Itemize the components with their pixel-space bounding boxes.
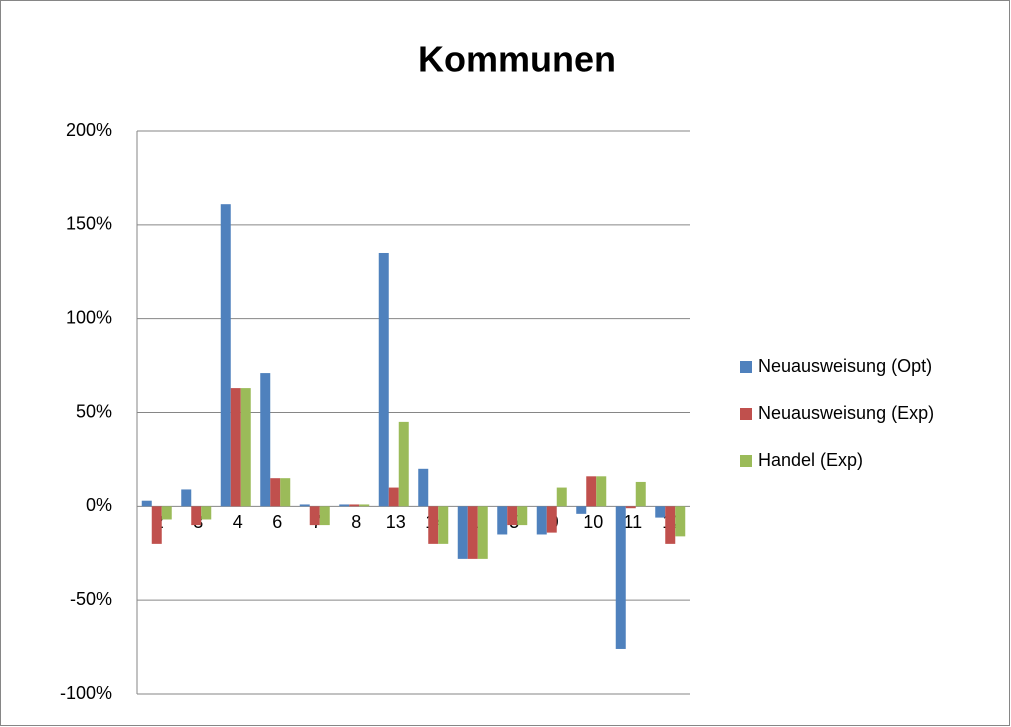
bar bbox=[260, 373, 271, 507]
y-tick-label: -100% bbox=[60, 683, 112, 703]
bar bbox=[517, 506, 528, 526]
bar bbox=[536, 506, 547, 535]
legend-label: Handel (Exp) bbox=[758, 450, 863, 470]
bar bbox=[477, 506, 488, 559]
bar bbox=[398, 421, 409, 507]
bar bbox=[428, 506, 439, 544]
bar bbox=[556, 487, 567, 507]
chart-title: Kommunen bbox=[418, 39, 616, 80]
legend-swatch bbox=[740, 361, 752, 373]
bar bbox=[625, 506, 636, 509]
bar bbox=[596, 476, 607, 507]
bar bbox=[141, 500, 152, 507]
x-tick-label: 6 bbox=[272, 512, 282, 532]
x-tick-label: 4 bbox=[233, 512, 243, 532]
bar bbox=[665, 506, 676, 544]
legend-label: Neuausweisung (Opt) bbox=[758, 356, 932, 376]
y-tick-label: 50% bbox=[76, 401, 112, 421]
bar bbox=[467, 506, 478, 559]
bar bbox=[191, 506, 202, 526]
bar bbox=[457, 506, 468, 559]
bar bbox=[270, 478, 281, 507]
bar bbox=[181, 489, 192, 507]
bar bbox=[151, 506, 162, 544]
bar bbox=[497, 506, 508, 535]
bar bbox=[615, 506, 626, 649]
x-tick-label: 11 bbox=[623, 512, 642, 532]
bar bbox=[378, 252, 389, 507]
bar bbox=[230, 388, 241, 507]
y-tick-label: 100% bbox=[66, 307, 112, 327]
bar bbox=[240, 388, 251, 507]
legend-label: Neuausweisung (Exp) bbox=[758, 403, 934, 423]
y-tick-label: 0% bbox=[86, 495, 112, 515]
x-tick-label: 13 bbox=[386, 512, 406, 532]
bar bbox=[201, 506, 212, 520]
bar bbox=[507, 506, 518, 526]
bar bbox=[319, 506, 330, 526]
bar bbox=[655, 506, 666, 518]
bar bbox=[220, 204, 231, 507]
bar bbox=[546, 506, 557, 533]
x-tick-label: 8 bbox=[351, 512, 361, 532]
bar bbox=[675, 506, 686, 537]
bar bbox=[280, 478, 291, 507]
bar bbox=[576, 506, 587, 514]
y-tick-label: 150% bbox=[66, 214, 112, 234]
bar bbox=[418, 468, 429, 507]
bar bbox=[299, 504, 310, 507]
bar bbox=[438, 506, 449, 544]
y-tick-label: -50% bbox=[70, 589, 112, 609]
legend-swatch bbox=[740, 455, 752, 467]
bar bbox=[309, 506, 320, 526]
x-tick-label: 10 bbox=[583, 512, 603, 532]
y-tick-label: 200% bbox=[66, 120, 112, 140]
bar bbox=[161, 506, 172, 520]
legend-swatch bbox=[740, 408, 752, 420]
bar bbox=[635, 481, 646, 507]
bar bbox=[349, 504, 360, 507]
bar bbox=[339, 504, 350, 507]
bar bbox=[388, 487, 399, 507]
bar bbox=[586, 476, 597, 507]
bar bbox=[359, 504, 370, 507]
